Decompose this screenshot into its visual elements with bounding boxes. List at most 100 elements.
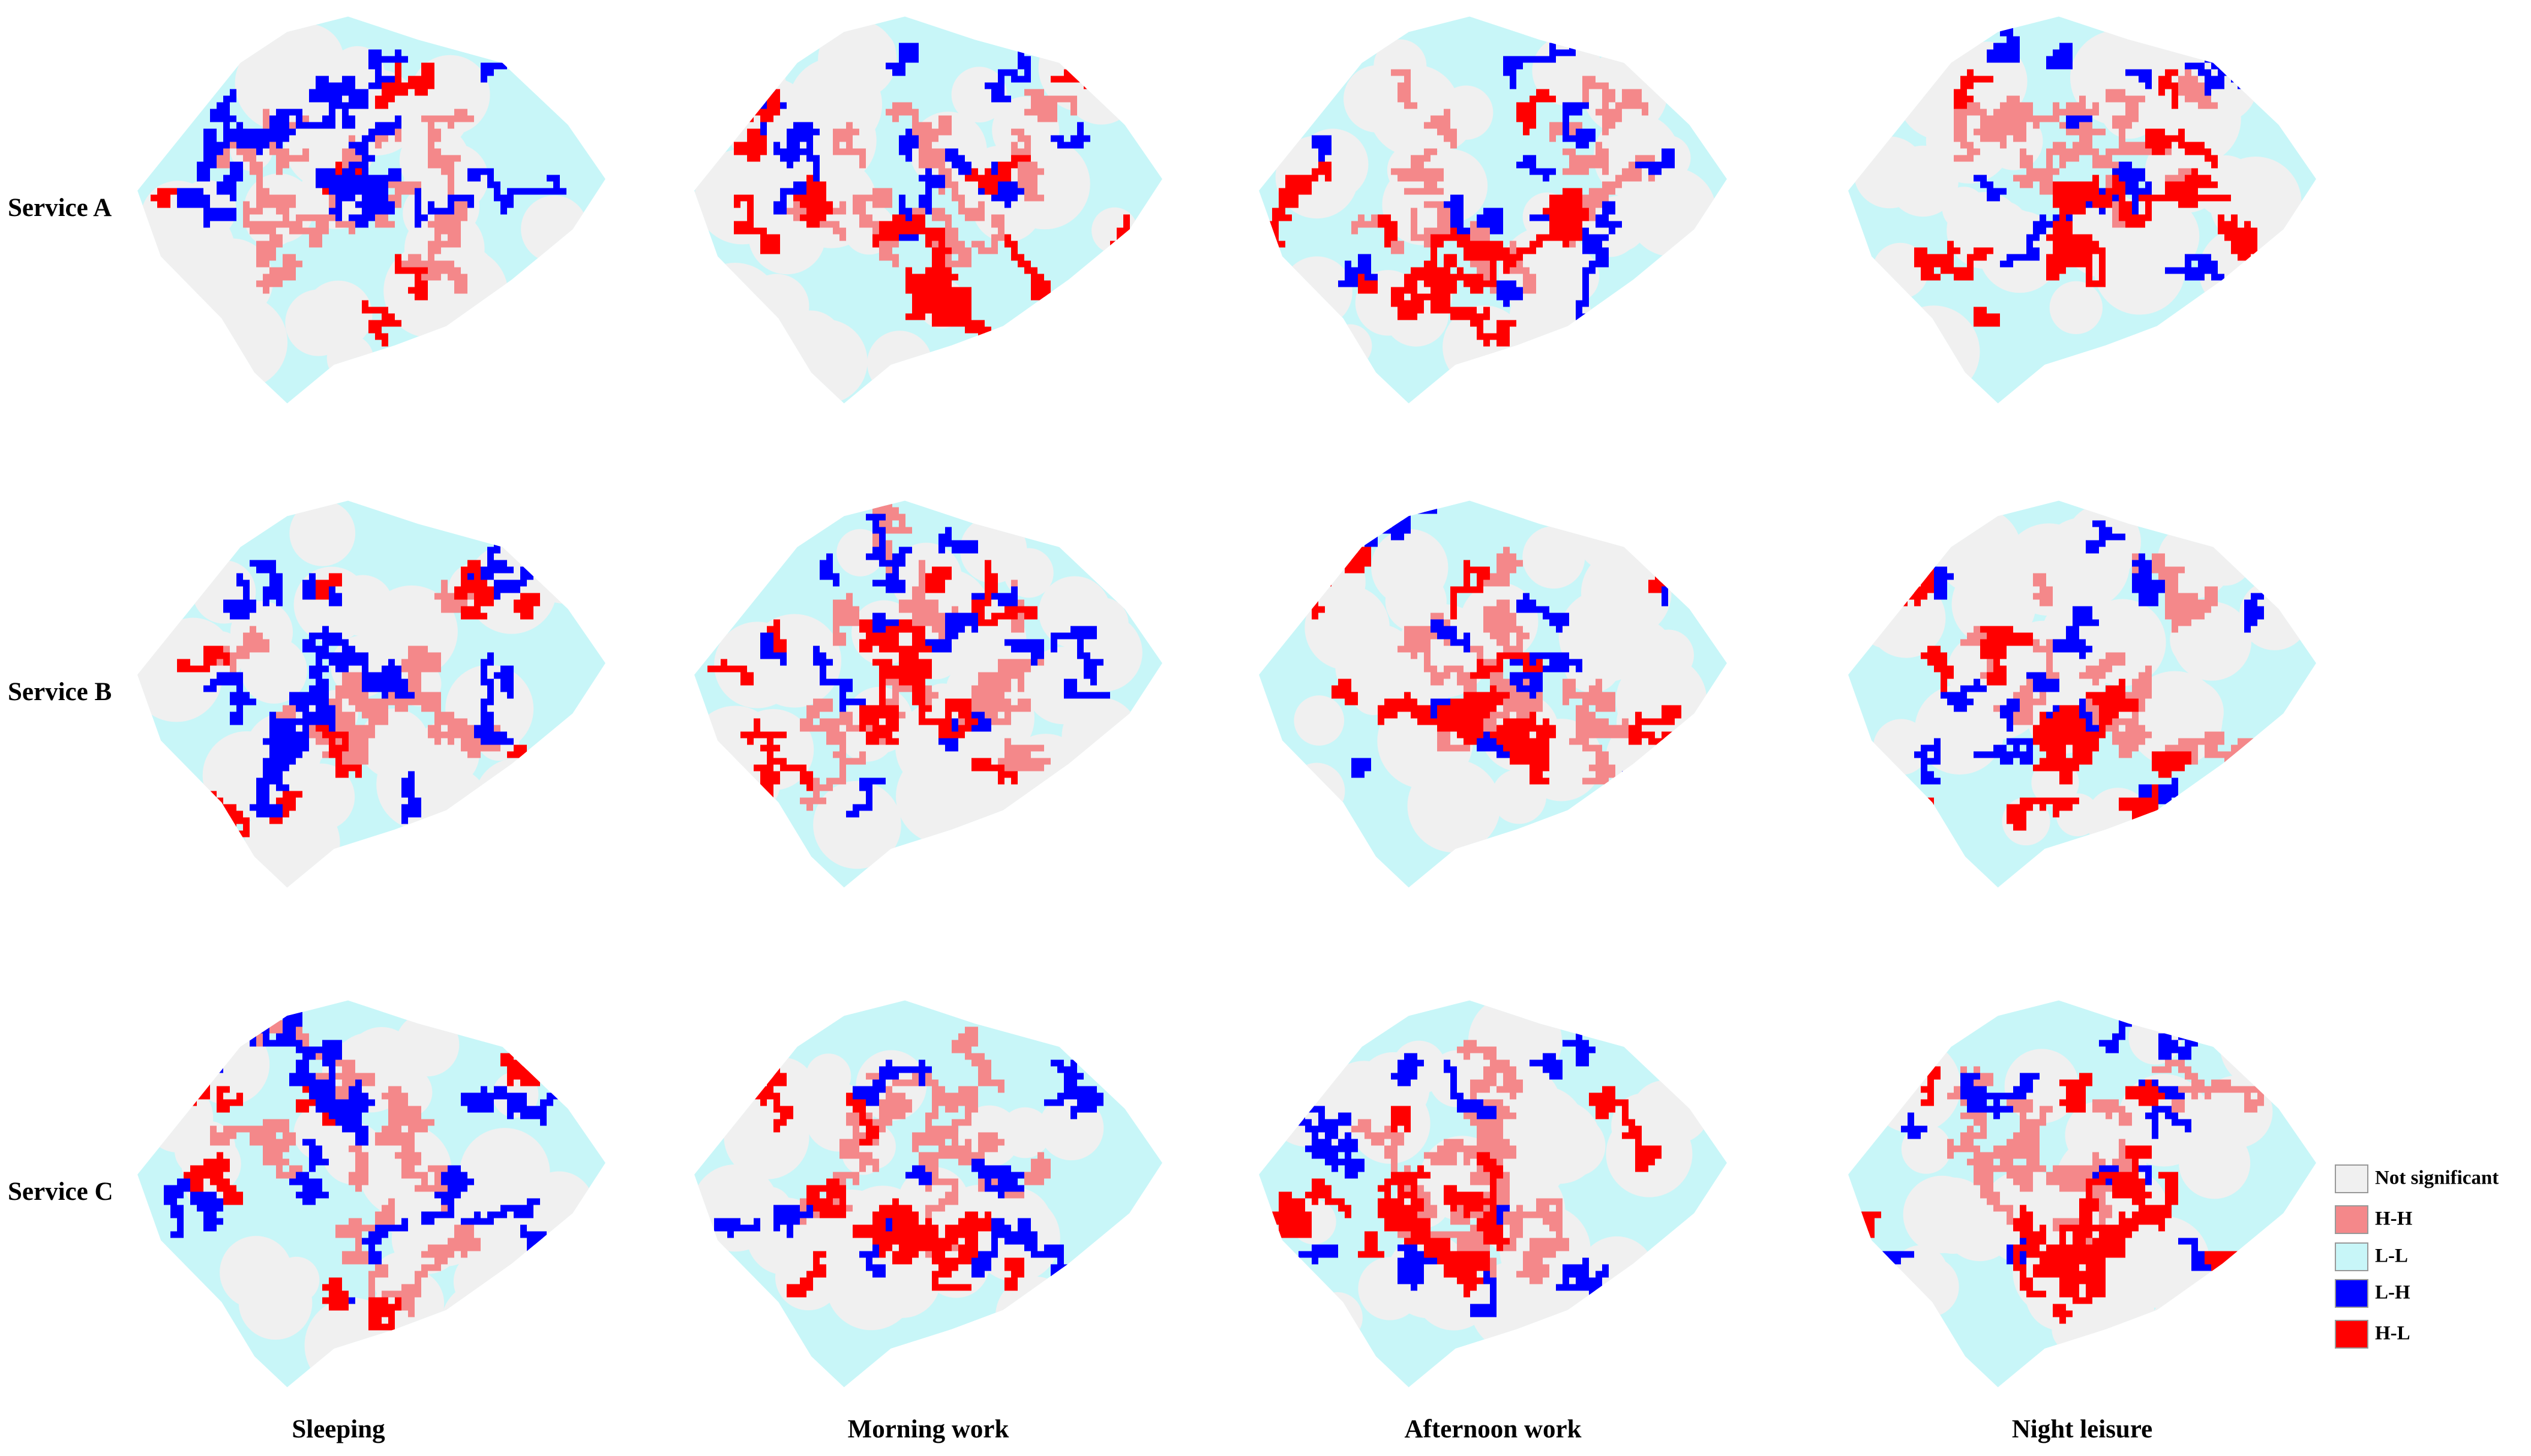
cluster-cell — [2139, 148, 2145, 155]
cluster-cell — [2119, 148, 2125, 155]
cluster-cell — [945, 254, 952, 261]
cluster-cell — [481, 168, 487, 175]
cluster-cell — [1477, 254, 1483, 261]
cluster-cell — [1084, 76, 1090, 83]
cluster-cell — [322, 82, 329, 89]
cluster-cell — [767, 247, 773, 254]
cluster-cell — [899, 201, 905, 208]
cluster-cell — [998, 221, 1004, 228]
cluster-cell — [1556, 208, 1563, 215]
cluster-cell — [362, 161, 368, 169]
cluster-cell — [1272, 241, 1279, 248]
cluster-cell — [1077, 142, 1084, 149]
cluster-cell — [362, 135, 368, 142]
cluster-cell — [1450, 128, 1457, 136]
cluster-cell — [1252, 89, 1259, 96]
cluster-cell — [388, 89, 395, 96]
cluster-cell — [1051, 76, 1057, 83]
cluster-cell — [1411, 313, 1417, 320]
cluster-cell — [998, 69, 1004, 76]
cluster-cell — [362, 89, 368, 96]
cluster-cell — [1444, 280, 1450, 287]
cluster-cell — [329, 175, 335, 182]
cluster-cell — [1589, 82, 1596, 89]
cluster-cell — [1596, 254, 1602, 261]
cluster-cell — [375, 122, 382, 129]
cluster-cell — [434, 267, 441, 274]
cluster-cell — [754, 82, 760, 89]
cluster-cell — [899, 221, 905, 228]
cluster-cell — [434, 155, 441, 162]
cluster-cell — [2119, 89, 2125, 96]
cluster-cell — [1615, 175, 1622, 182]
cluster-cell — [580, 69, 586, 76]
cluster-cell — [800, 135, 806, 142]
cluster-cell — [1398, 175, 1404, 182]
cluster-cell — [1404, 274, 1411, 281]
cluster-cell — [586, 69, 593, 76]
cluster-cell — [263, 241, 269, 248]
cluster-cell — [1365, 221, 1371, 228]
cluster-cell — [1252, 96, 1259, 103]
cluster-cell — [1569, 208, 1576, 215]
cluster-cell — [2013, 102, 2020, 109]
cluster-cell — [335, 188, 342, 195]
cluster-cell — [1246, 89, 1252, 96]
cluster-cell — [1431, 234, 1437, 241]
cluster-cell — [1018, 56, 1024, 63]
cluster-cell — [1503, 333, 1510, 340]
cluster-cell — [1516, 293, 1523, 301]
cluster-cell — [316, 214, 322, 221]
cluster-cell — [1576, 29, 1582, 37]
cluster-cell — [316, 175, 322, 182]
cluster-cell — [441, 168, 448, 175]
cluster-cell — [494, 194, 500, 202]
cluster-cell — [938, 313, 945, 320]
cluster-cell — [547, 49, 553, 56]
cluster-cell — [454, 267, 461, 274]
cluster-cell — [2026, 161, 2033, 169]
cluster-cell — [1266, 227, 1272, 235]
cluster-cell — [1246, 103, 1252, 109]
cluster-cell — [793, 181, 800, 188]
cluster-cell — [958, 194, 965, 202]
cluster-cell — [998, 181, 1004, 188]
cluster-cell — [1629, 89, 1635, 96]
cluster-cell — [1523, 56, 1530, 63]
cluster-cell — [395, 56, 401, 63]
cluster-cell — [144, 307, 151, 314]
cluster-cell — [1444, 287, 1450, 294]
cluster-cell — [250, 155, 256, 162]
cluster-cell — [1391, 221, 1398, 228]
cluster-cell — [1615, 307, 1622, 314]
cluster-cell — [952, 181, 958, 188]
cluster-cell — [945, 300, 952, 307]
cluster-cell — [919, 155, 925, 162]
cluster-cell — [1589, 135, 1596, 142]
cluster-cell — [500, 208, 507, 215]
cluster-cell — [362, 168, 368, 175]
cluster-cell — [905, 274, 912, 281]
cluster-cell — [793, 155, 800, 162]
cluster-cell — [1292, 181, 1299, 188]
cluster-cell — [441, 267, 448, 274]
cluster-cell — [1064, 69, 1070, 76]
cluster-cell — [1576, 227, 1582, 235]
cluster-cell — [938, 293, 945, 301]
cluster-cell — [362, 300, 368, 307]
cluster-cell — [2125, 122, 2132, 129]
cluster-cell — [1018, 62, 1024, 70]
cluster-cell — [243, 214, 250, 221]
cluster-cell — [938, 188, 945, 195]
cluster-cell — [349, 76, 355, 83]
cluster-cell — [223, 208, 230, 215]
cluster-cell — [1589, 247, 1596, 254]
cluster-cell — [1084, 69, 1090, 76]
cluster-cell — [197, 188, 203, 195]
cluster-cell — [1464, 241, 1470, 248]
cluster-cell — [754, 82, 760, 89]
cluster-cell — [754, 95, 760, 103]
cluster-cell — [800, 148, 806, 155]
cluster-cell — [1312, 76, 1318, 83]
cluster-cell — [368, 307, 375, 314]
